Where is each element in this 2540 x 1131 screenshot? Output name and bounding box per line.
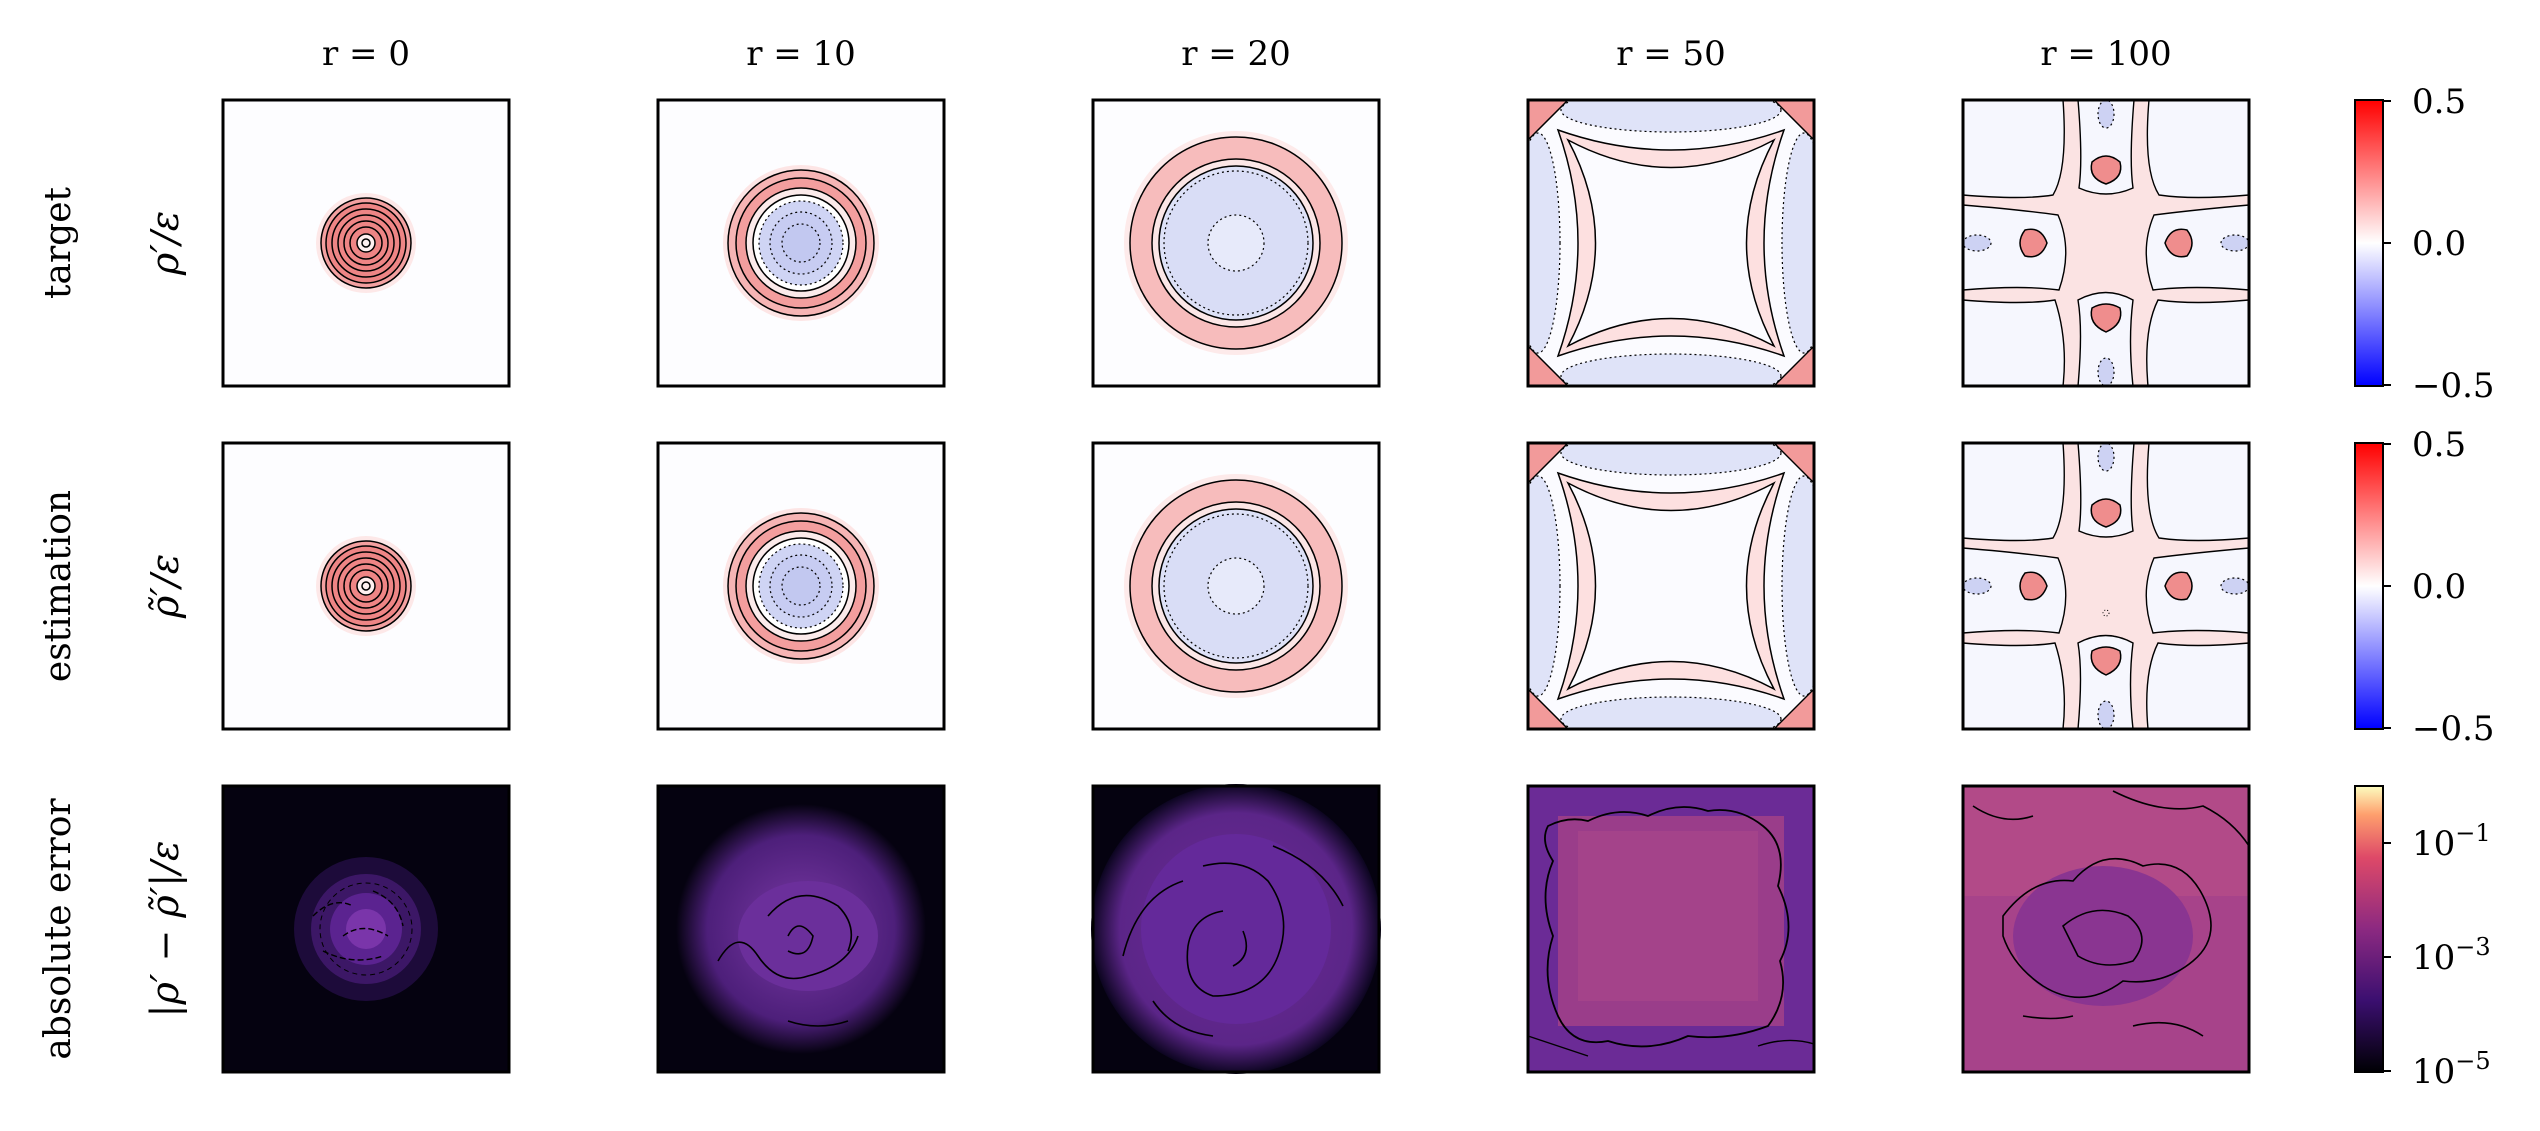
- colorbar-target: 0.5 0.0 −0.5: [2354, 82, 2495, 406]
- panel-error-r100: [1961, 784, 2251, 1074]
- row-ylabel-error: |ρ′ − ρ̃′|/ε: [143, 841, 187, 1018]
- row-labels: target ρ′/ε estimation ρ̃′/ε absolute er…: [38, 186, 187, 1059]
- column-title-0: r = 0: [322, 34, 410, 74]
- row-name-estimation: estimation: [38, 490, 79, 682]
- cbar2-tick-bottom: −0.5: [2412, 709, 2495, 749]
- cbar2-tick-mid: 0.0: [2412, 567, 2466, 607]
- column-title-1: r = 10: [746, 34, 856, 74]
- cbar1-tick-mid: 0.0: [2412, 224, 2466, 264]
- panel-estimation-r10: [656, 441, 946, 731]
- panel-error-r0: [221, 784, 511, 1074]
- panel-estimation-r20: [1091, 441, 1381, 731]
- row-ylabel-estimation: ρ̃′/ε: [143, 554, 187, 619]
- panel-estimation-r50: [1526, 441, 1816, 731]
- cbar1-tick-top: 0.5: [2412, 82, 2466, 122]
- cbar3-tick-bottom: 10−5: [2412, 1047, 2491, 1092]
- panel-error-r10: [656, 784, 946, 1074]
- panel-error-r20: [1091, 784, 1381, 1074]
- colorbar-estimation: 0.5 0.0 −0.5: [2354, 425, 2495, 749]
- panel-target-r20: [1091, 98, 1381, 388]
- cbar3-tick-mid: 10−3: [2412, 933, 2491, 978]
- row-ylabel-target: ρ′/ε: [143, 211, 187, 276]
- panel-target-r50: [1526, 98, 1816, 388]
- row-name-target: target: [38, 186, 79, 298]
- panel-target-r10: [656, 98, 946, 388]
- column-titles: r = 0 r = 10 r = 20 r = 50 r = 100: [322, 34, 2172, 74]
- cbar1-tick-bottom: −0.5: [2412, 366, 2495, 406]
- cbar3-tick-top: 10−1: [2412, 819, 2491, 864]
- panel-target-r0: [221, 98, 511, 388]
- panel-estimation-r0: [221, 441, 511, 731]
- panel-target-r100: [1961, 98, 2251, 388]
- row-name-error: absolute error: [38, 798, 79, 1060]
- column-title-2: r = 20: [1181, 34, 1291, 74]
- colorbar-error: 10−1 10−3 10−5: [2354, 785, 2491, 1092]
- column-title-4: r = 100: [2040, 34, 2171, 74]
- panel-estimation-r100: [1961, 441, 2251, 731]
- panel-error-r50: [1526, 784, 1816, 1074]
- cbar2-tick-top: 0.5: [2412, 425, 2466, 465]
- column-title-3: r = 50: [1616, 34, 1726, 74]
